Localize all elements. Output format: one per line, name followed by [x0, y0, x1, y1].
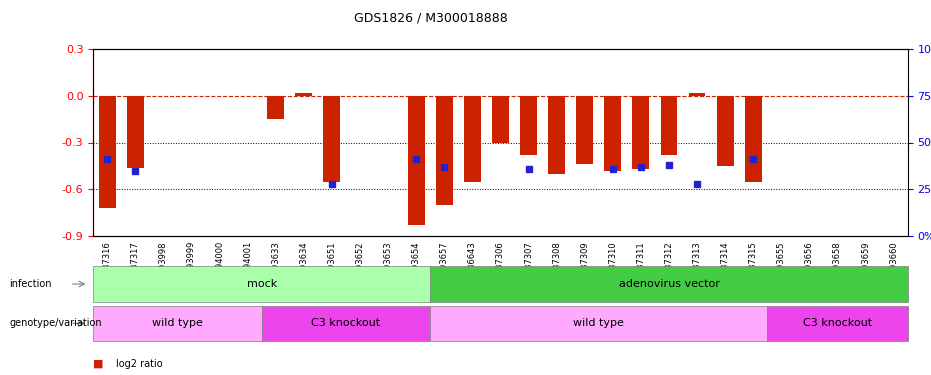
Bar: [492, 96, 509, 142]
Bar: [604, 96, 621, 171]
Text: wild type: wild type: [573, 318, 624, 328]
Bar: [717, 96, 734, 166]
Text: adenovirus vector: adenovirus vector: [618, 279, 720, 289]
Bar: [548, 96, 565, 174]
Text: ■: ■: [93, 359, 103, 369]
Text: genotype/variation: genotype/variation: [9, 318, 101, 328]
Text: C3 knockout: C3 knockout: [311, 318, 381, 328]
Bar: [632, 96, 649, 169]
Bar: [408, 96, 425, 225]
Bar: [464, 96, 480, 182]
Bar: [436, 96, 452, 205]
Text: C3 knockout: C3 knockout: [803, 318, 872, 328]
Bar: [99, 96, 115, 208]
Bar: [689, 93, 706, 96]
Bar: [323, 96, 341, 182]
Bar: [520, 96, 537, 155]
Bar: [576, 96, 593, 164]
Bar: [267, 96, 284, 119]
Bar: [295, 93, 312, 96]
Text: wild type: wild type: [152, 318, 203, 328]
Text: mock: mock: [247, 279, 277, 289]
Text: log2 ratio: log2 ratio: [116, 359, 163, 369]
Bar: [745, 96, 762, 182]
Bar: [660, 96, 678, 155]
Bar: [127, 96, 143, 168]
Text: GDS1826 / M300018888: GDS1826 / M300018888: [354, 11, 507, 24]
Text: infection: infection: [9, 279, 52, 289]
